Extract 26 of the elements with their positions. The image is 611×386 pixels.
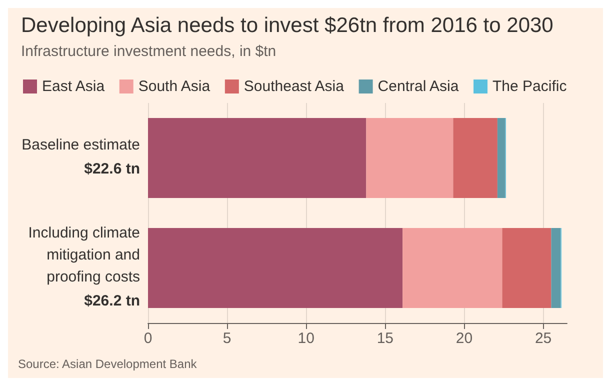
bar bbox=[148, 228, 403, 308]
x-tick-label: 5 bbox=[222, 330, 232, 347]
x-tick-label: 0 bbox=[144, 330, 152, 347]
legend-label: South Asia bbox=[138, 78, 211, 95]
bar bbox=[366, 118, 454, 198]
x-tick-label: 25 bbox=[534, 330, 552, 347]
bar bbox=[453, 118, 498, 198]
bar bbox=[502, 228, 552, 308]
source-note: Source: Asian Development Bank bbox=[18, 357, 198, 371]
x-tick-label: 15 bbox=[376, 330, 394, 347]
bar bbox=[497, 118, 506, 198]
chart-title: Developing Asia needs to invest $26tn from 2016 to 2030 bbox=[21, 14, 554, 37]
total-label: $26.2 tn bbox=[84, 292, 140, 310]
bar bbox=[551, 228, 561, 308]
legend-label: East Asia bbox=[42, 78, 106, 95]
x-tick-label: 20 bbox=[456, 330, 473, 347]
legend-label: Central Asia bbox=[378, 78, 460, 95]
bar bbox=[148, 118, 366, 198]
total-label: $22.6 tn bbox=[84, 160, 140, 178]
legend-label: Southeast Asia bbox=[244, 78, 345, 95]
bar bbox=[402, 228, 502, 308]
y-tick-label: Including climate mitigation and proofing costs bbox=[28, 224, 140, 286]
x-tick-label: 10 bbox=[298, 330, 314, 347]
y-tick-label: Baseline estimate bbox=[22, 136, 140, 154]
chart-subtitle: Infrastructure investment needs, in $tn bbox=[21, 43, 276, 60]
legend-label: The Pacific bbox=[492, 78, 568, 95]
